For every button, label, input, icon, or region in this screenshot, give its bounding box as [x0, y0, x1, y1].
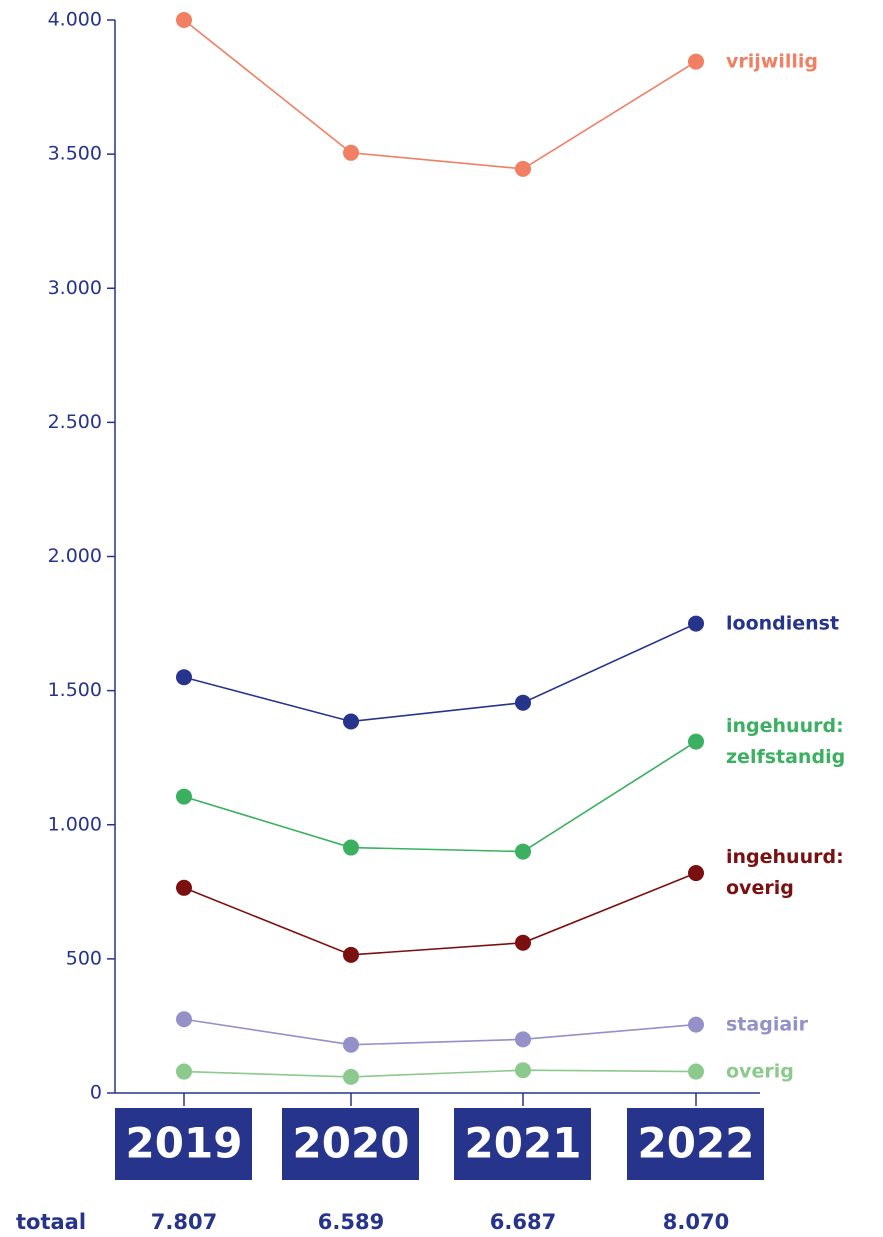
- year-box: [115, 1108, 252, 1180]
- x-tick-label: 2021: [465, 1119, 582, 1168]
- data-point: [176, 879, 192, 896]
- y-tick-label: 2.500: [48, 411, 102, 433]
- y-tick-label: 2.000: [48, 545, 102, 567]
- data-point: [688, 1016, 704, 1033]
- data-point: [688, 615, 704, 632]
- legend-label: vrijwillig: [726, 50, 818, 73]
- year-box: [454, 1108, 591, 1180]
- data-point: [176, 669, 192, 686]
- data-point: [343, 946, 359, 963]
- x-tick-label: 2020: [293, 1119, 410, 1168]
- data-point: [688, 733, 704, 750]
- y-tick-label: 3.000: [48, 277, 102, 299]
- series-line: [183, 740, 697, 853]
- data-point: [515, 160, 531, 177]
- totals-label: totaal: [16, 1210, 86, 1234]
- y-tick-label: 3.500: [48, 143, 102, 165]
- total-value: 8.070: [663, 1210, 729, 1234]
- legend-label: stagiair: [726, 1013, 809, 1036]
- y-tick-label: 1.000: [48, 813, 102, 835]
- data-point: [688, 865, 704, 882]
- data-point: [688, 1063, 704, 1080]
- series-line: [183, 19, 697, 170]
- series-line: [183, 622, 697, 723]
- data-point: [343, 1068, 359, 1085]
- x-tick-label: 2019: [126, 1119, 243, 1168]
- data-point: [343, 1036, 359, 1053]
- y-tick-label: 4.000: [48, 9, 102, 31]
- data-point: [515, 934, 531, 951]
- x-tick-label: 2022: [638, 1119, 755, 1168]
- series-line: [183, 1018, 697, 1046]
- data-point: [176, 1011, 192, 1028]
- year-box: [627, 1108, 764, 1180]
- total-value: 6.687: [490, 1210, 556, 1234]
- data-point: [176, 1063, 192, 1080]
- y-tick-label: 1.500: [48, 679, 102, 701]
- series-line: [183, 872, 697, 956]
- data-point: [176, 788, 192, 805]
- legend-label: ingehuurd: overig: [726, 846, 844, 900]
- data-point: [176, 12, 192, 28]
- data-point: [515, 1031, 531, 1048]
- legend-label: overig: [726, 1060, 794, 1083]
- series-line: [183, 1069, 697, 1078]
- total-value: 7.807: [151, 1210, 217, 1234]
- data-point: [688, 53, 704, 70]
- data-point: [515, 1062, 531, 1079]
- y-tick-label: 0: [90, 1082, 102, 1104]
- y-tick-label: 500: [66, 947, 102, 969]
- total-value: 6.589: [318, 1210, 384, 1234]
- data-point: [515, 843, 531, 860]
- data-point: [343, 713, 359, 730]
- year-box: [282, 1108, 419, 1180]
- data-point: [343, 144, 359, 161]
- data-point: [343, 839, 359, 856]
- legend-label: ingehuurd: zelfstandig: [726, 714, 846, 768]
- data-point: [515, 694, 531, 711]
- legend-label: loondienst: [726, 612, 840, 635]
